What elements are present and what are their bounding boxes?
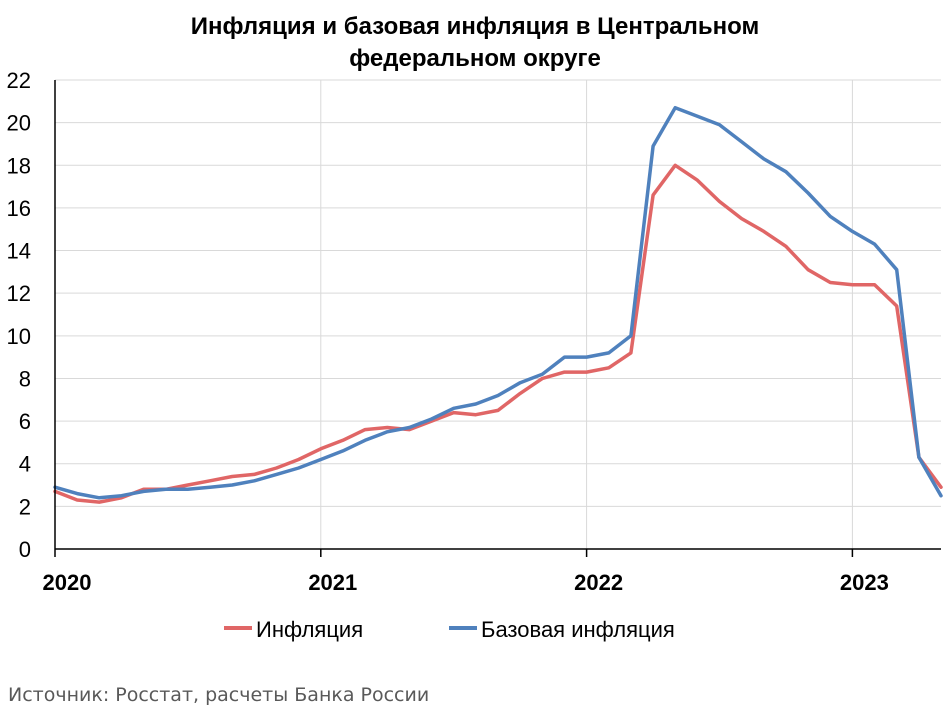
series-line-core-inflation	[53, 105, 943, 500]
legend: Инфляция Базовая инфляция	[224, 617, 675, 642]
y-tick-label: 6	[19, 409, 31, 434]
y-tick-label: 22	[7, 68, 31, 93]
y-tick-label: 4	[19, 452, 31, 477]
y-axis-ticks: 0 2 4 6 8 10 12 14 16 18 20 22	[7, 68, 31, 562]
chart-title-line-1: Инфляция и базовая инфляция в Центрально…	[191, 13, 759, 40]
series-line-inflation	[53, 163, 943, 504]
x-tick-label: 2023	[840, 570, 889, 595]
y-tick-label: 0	[19, 537, 31, 562]
y-tick-label: 14	[7, 239, 31, 264]
x-tick-label: 2022	[574, 570, 623, 595]
legend-item-inflation: Инфляция	[224, 617, 363, 642]
x-tick-label: 2020	[43, 570, 92, 595]
x-axis-ticks: 2020 2021 2022 2023	[43, 549, 889, 595]
y-tick-label: 20	[7, 111, 31, 136]
legend-label: Инфляция	[256, 617, 363, 642]
y-tick-label: 18	[7, 153, 31, 178]
y-tick-label: 8	[19, 366, 31, 391]
source-note: Источник: Росстат, расчеты Банка России	[8, 684, 430, 706]
legend-item-core-inflation: Базовая инфляция	[449, 617, 675, 642]
chart-title-line-2: федеральном округе	[349, 45, 601, 72]
y-tick-label: 2	[19, 494, 31, 519]
x-tick-label: 2021	[308, 570, 357, 595]
y-tick-label: 10	[7, 324, 31, 349]
gridlines	[55, 79, 941, 549]
legend-label: Базовая инфляция	[481, 617, 675, 642]
axes	[54, 80, 941, 550]
series-lines	[53, 105, 943, 504]
y-tick-label: 16	[7, 196, 31, 221]
y-tick-label: 12	[7, 281, 31, 306]
